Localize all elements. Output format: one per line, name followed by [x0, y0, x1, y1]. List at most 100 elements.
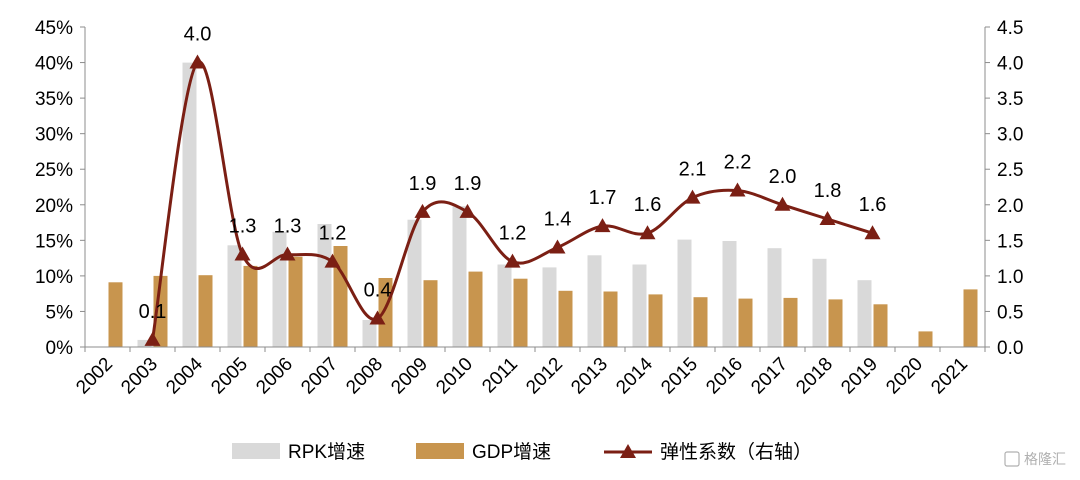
gdp-bar-2019 [873, 304, 888, 347]
elasticity-marker-2007 [324, 253, 341, 268]
elasticity-marker-2014 [639, 225, 656, 240]
gdp-bar-2017 [783, 297, 798, 347]
x-tick-label: 2015 [657, 354, 702, 399]
legend-label-rpk: RPK增速 [288, 441, 365, 463]
rpk-bar-2009 [407, 219, 422, 347]
left-tick-label: 30% [35, 125, 73, 146]
gdp-bar-2002 [108, 282, 123, 347]
gdp-bar-2011 [513, 278, 528, 347]
elasticity-data-label-2008: 0.4 [364, 280, 392, 302]
gdp-bar-2014 [648, 294, 663, 347]
rpk-bar-2018 [812, 258, 827, 347]
elasticity-marker-2018 [819, 211, 836, 225]
line-layer [144, 54, 881, 346]
elasticity-marker-2008 [369, 310, 386, 325]
elasticity-data-label-2003: 0.1 [139, 301, 167, 323]
x-tick-label: 2018 [792, 354, 837, 399]
x-tick-label: 2006 [252, 354, 297, 399]
elasticity-data-label-2004: 4.0 [184, 24, 212, 46]
right-tick-label: 2.0 [997, 196, 1023, 217]
elasticity-marker-2017 [774, 196, 791, 211]
x-tick-label: 2014 [612, 353, 657, 398]
gdp-bar-2020 [918, 331, 933, 347]
rpk-bar-2005 [227, 245, 242, 347]
elasticity-marker-2004 [189, 54, 206, 69]
left-tick-label: 10% [35, 267, 73, 288]
elasticity-data-label-2009: 1.9 [409, 173, 437, 195]
elasticity-marker-2011 [504, 253, 521, 268]
elasticity-marker-2003 [144, 331, 161, 346]
left-tick-label: 25% [35, 160, 73, 181]
elasticity-marker-2006 [279, 246, 296, 261]
rpk-bar-2010 [452, 206, 467, 347]
right-tick-label: 4.5 [997, 18, 1023, 39]
x-tick-label: 2003 [117, 354, 162, 399]
x-tick-label: 2010 [432, 354, 477, 399]
gdp-bar-2003 [153, 275, 168, 347]
legend-swatch-rpk [232, 443, 280, 459]
gdp-bar-2021 [963, 289, 978, 347]
left-tick-label: 5% [46, 302, 74, 323]
left-tick-label: 40% [35, 54, 73, 75]
right-tick-label: 1.5 [997, 231, 1023, 252]
x-tick-label: 2008 [342, 354, 387, 399]
bars-layer [108, 62, 978, 347]
watermark-logo-icon [1004, 451, 1020, 467]
legend-swatch-gdp [416, 443, 464, 459]
rpk-bar-2015 [677, 239, 692, 347]
x-tick-label: 2004 [162, 353, 207, 398]
left-tick-label: 15% [35, 231, 73, 252]
watermark-text: 格隆汇 [1024, 451, 1066, 467]
rpk-bar-2012 [542, 267, 557, 347]
gdp-bar-2015 [693, 297, 708, 347]
elasticity-data-label-2013: 1.7 [589, 187, 617, 209]
elasticity-data-label-2015: 2.1 [679, 159, 707, 181]
right-tick-label: 3.0 [997, 125, 1023, 146]
rpk-bar-2003 [137, 339, 152, 347]
gdp-bar-2005 [243, 265, 258, 347]
gdp-bar-2004 [198, 275, 213, 347]
x-tick-label: 2019 [837, 354, 882, 399]
elasticity-marker-2016 [729, 182, 746, 197]
gdp-bar-2012 [558, 290, 573, 347]
elasticity-data-label-2017: 2.0 [769, 166, 797, 188]
elasticity-marker-2012 [549, 239, 566, 254]
right-tick-label: 3.5 [997, 89, 1023, 110]
gdp-bar-2016 [738, 298, 753, 347]
left-tick-label: 0% [46, 338, 74, 359]
elasticity-data-label-2014: 1.6 [634, 194, 662, 216]
legend: RPK增速 GDP增速 弹性系数（右轴） [232, 441, 812, 463]
x-tick-label: 2012 [522, 354, 567, 399]
rpk-bar-2016 [722, 241, 737, 347]
elasticity-data-label-2018: 1.8 [814, 180, 842, 202]
elasticity-marker-2010 [459, 203, 476, 218]
labels-layer: 0.1 4.0 1.3 1.3 1.2 0.4 1.9 1.9 1.2 1.4 1.7 1.6 2.1 2… [139, 24, 887, 323]
gdp-bar-2010 [468, 271, 483, 347]
elasticity-marker-2019 [864, 225, 881, 240]
x-tick-label: 2007 [297, 354, 342, 399]
rpk-bar-2004 [182, 62, 197, 347]
right-tick-label: 4.0 [997, 54, 1023, 75]
elasticity-data-label-2005: 1.3 [229, 216, 257, 238]
rpk-bar-2017 [767, 248, 782, 347]
gdp-bar-2007 [333, 246, 348, 347]
x-tick-label: 2009 [387, 354, 432, 399]
rpk-bar-2008 [362, 320, 377, 347]
left-tick-label: 45% [35, 18, 73, 39]
x-tick-label: 2020 [882, 354, 927, 399]
right-tick-label: 2.5 [997, 160, 1023, 181]
left-tick-label: 35% [35, 89, 73, 110]
elasticity-data-label-2016: 2.2 [724, 152, 752, 174]
x-tick-label: 2005 [207, 354, 252, 399]
gdp-bar-2008 [378, 278, 393, 347]
right-tick-label: 0.5 [997, 302, 1023, 323]
legend-marker-elasticity [620, 444, 636, 458]
gdp-bar-2009 [423, 280, 438, 347]
elasticity-marker-2013 [594, 218, 611, 233]
gdp-bar-2013 [603, 291, 618, 347]
legend-label-elasticity: 弹性系数（右轴） [660, 441, 812, 463]
gdp-bar-2006 [288, 256, 303, 347]
elasticity-data-label-2019: 1.6 [859, 194, 887, 216]
